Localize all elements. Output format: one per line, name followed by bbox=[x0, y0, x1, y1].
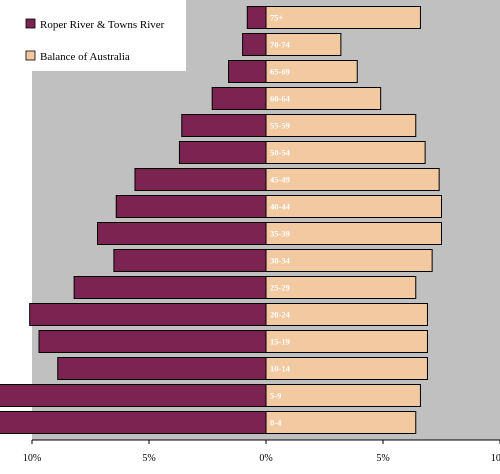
legend-label-balance: Balance of Australia bbox=[40, 51, 130, 63]
age-label-50-54: 50-54 bbox=[270, 148, 291, 158]
bar-balance-55-59 bbox=[265, 114, 417, 137]
age-label-40-44: 40-44 bbox=[270, 202, 291, 212]
bar-roper-5-9 bbox=[0, 384, 267, 407]
bar-roper-65-69 bbox=[228, 60, 267, 83]
bar-balance-40-44 bbox=[265, 195, 442, 218]
age-label-30-34: 30-34 bbox=[270, 256, 291, 266]
bar-balance-20-24 bbox=[265, 303, 428, 326]
bar-roper-35-39 bbox=[97, 222, 267, 245]
bar-balance-35-39 bbox=[265, 222, 442, 245]
bars-group bbox=[0, 6, 442, 434]
age-label-65-69: 65-69 bbox=[270, 67, 290, 77]
bar-roper-70-74 bbox=[242, 33, 267, 56]
x-tick-label: 10% bbox=[491, 453, 500, 464]
bar-balance-65-69 bbox=[265, 60, 358, 83]
bar-balance-5-9 bbox=[265, 384, 421, 407]
age-labels-group: 0-4 5-9 10-14 15-19 20-24 25-29 30-34 35-39 40-4… bbox=[270, 13, 291, 428]
x-ticks-group: 20%15%10%5%0%5%10%15%20% bbox=[23, 440, 500, 464]
age-label-55-59: 55-59 bbox=[270, 121, 290, 131]
bar-roper-75plus bbox=[246, 6, 267, 29]
bar-balance-15-19 bbox=[265, 330, 428, 353]
age-label-0-4: 0-4 bbox=[270, 418, 282, 428]
age-label-70-74: 70-74 bbox=[270, 40, 291, 50]
bar-roper-30-34 bbox=[113, 249, 267, 272]
bar-balance-75plus bbox=[265, 6, 421, 29]
bar-balance-30-34 bbox=[265, 249, 433, 272]
age-label-75plus: 75+ bbox=[270, 13, 284, 23]
age-label-20-24: 20-24 bbox=[270, 310, 291, 320]
bar-balance-0-4 bbox=[265, 411, 417, 434]
bar-roper-45-49 bbox=[134, 168, 267, 191]
age-label-15-19: 15-19 bbox=[270, 337, 290, 347]
x-tick-label: 5% bbox=[142, 453, 155, 464]
bar-roper-55-59 bbox=[181, 114, 267, 137]
bar-balance-25-29 bbox=[265, 276, 417, 299]
age-label-35-39: 35-39 bbox=[270, 229, 290, 239]
age-label-45-49: 45-49 bbox=[270, 175, 290, 185]
bar-roper-15-19 bbox=[38, 330, 267, 353]
age-label-25-29: 25-29 bbox=[270, 283, 290, 293]
x-tick-label: 10% bbox=[23, 453, 41, 464]
bar-balance-60-64 bbox=[265, 87, 382, 110]
age-label-5-9: 5-9 bbox=[270, 391, 281, 401]
bar-balance-70-74 bbox=[265, 33, 342, 56]
bar-balance-10-14 bbox=[265, 357, 428, 380]
bar-roper-40-44 bbox=[115, 195, 267, 218]
bar-balance-50-54 bbox=[265, 141, 426, 164]
bar-roper-0-4 bbox=[0, 411, 267, 434]
bar-roper-60-64 bbox=[211, 87, 267, 110]
bar-roper-25-29 bbox=[73, 276, 267, 299]
x-tick-label: 5% bbox=[376, 453, 389, 464]
bar-roper-20-24 bbox=[29, 303, 267, 326]
bar-roper-50-54 bbox=[178, 141, 267, 164]
x-tick-label: 0% bbox=[259, 453, 272, 464]
legend-swatch-roper bbox=[25, 18, 36, 29]
age-label-10-14: 10-14 bbox=[270, 364, 291, 374]
bar-roper-10-14 bbox=[57, 357, 267, 380]
legend-swatch-balance bbox=[25, 50, 36, 61]
legend-label-roper: Roper River & Towns River bbox=[40, 19, 165, 31]
age-label-60-64: 60-64 bbox=[270, 94, 291, 104]
legend: Roper River & Towns River Balance of Aus… bbox=[0, 0, 186, 71]
bar-balance-45-49 bbox=[265, 168, 440, 191]
